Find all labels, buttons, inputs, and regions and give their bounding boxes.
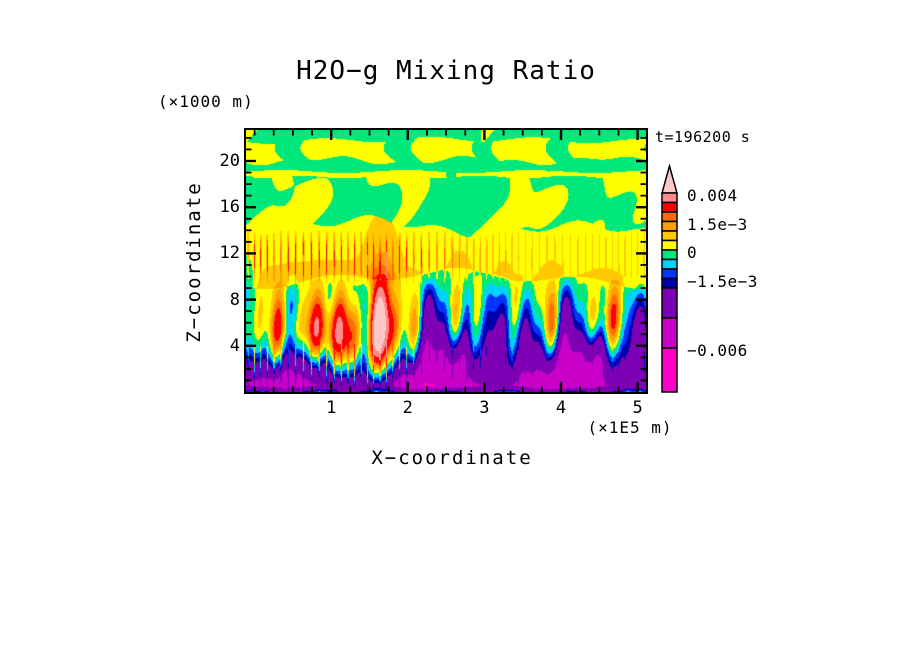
colorbar-arrow-tip — [661, 164, 678, 194]
timestamp-label: t=196200 s — [655, 128, 751, 146]
colorbar-label: −1.5e−3 — [687, 271, 758, 291]
z-tick-label: 8 — [229, 289, 240, 310]
x-tick-label: 3 — [479, 398, 490, 418]
colorbar-segment — [661, 317, 678, 349]
colorbar-label: 0 — [687, 243, 698, 262]
colorbar-label: 1.5e−3 — [687, 214, 748, 234]
colorbar-label: −0.006 — [687, 341, 748, 360]
colorbar-segment — [661, 239, 678, 251]
colorbar-segment — [661, 249, 678, 261]
x-tick-label: 4 — [555, 398, 567, 418]
z-tick-label: 16 — [219, 197, 240, 218]
colorbar-segment — [661, 277, 678, 289]
x-tick-label: 5 — [632, 398, 643, 418]
colorbar — [661, 164, 678, 393]
colorbar-label: 0.004 — [687, 186, 738, 205]
x-axis-units: (×1E5 m) — [587, 418, 673, 437]
colorbar-segment — [661, 192, 678, 204]
x-tick-label: 2 — [402, 398, 413, 418]
z-axis-units: (×1000 m) — [158, 92, 254, 111]
z-tick-label: 12 — [219, 243, 240, 264]
colorbar-segment — [661, 220, 678, 232]
page-title: H2O−g Mixing Ratio — [296, 56, 596, 86]
colorbar-segment — [661, 230, 678, 242]
colorbar-segment — [661, 268, 678, 280]
plot-frame — [244, 128, 648, 394]
colorbar-segment — [661, 201, 678, 213]
colorbar-segment — [661, 287, 678, 319]
z-tick-label: 4 — [229, 335, 240, 356]
colorbar-segment — [661, 258, 678, 270]
x-axis-title: X−coordinate — [371, 447, 533, 469]
colorbar-segment — [661, 211, 678, 223]
x-tick-label: 1 — [326, 398, 337, 418]
colorbar-segment — [661, 347, 678, 393]
contour-field — [246, 130, 646, 392]
z-tick-label: 20 — [219, 151, 240, 171]
